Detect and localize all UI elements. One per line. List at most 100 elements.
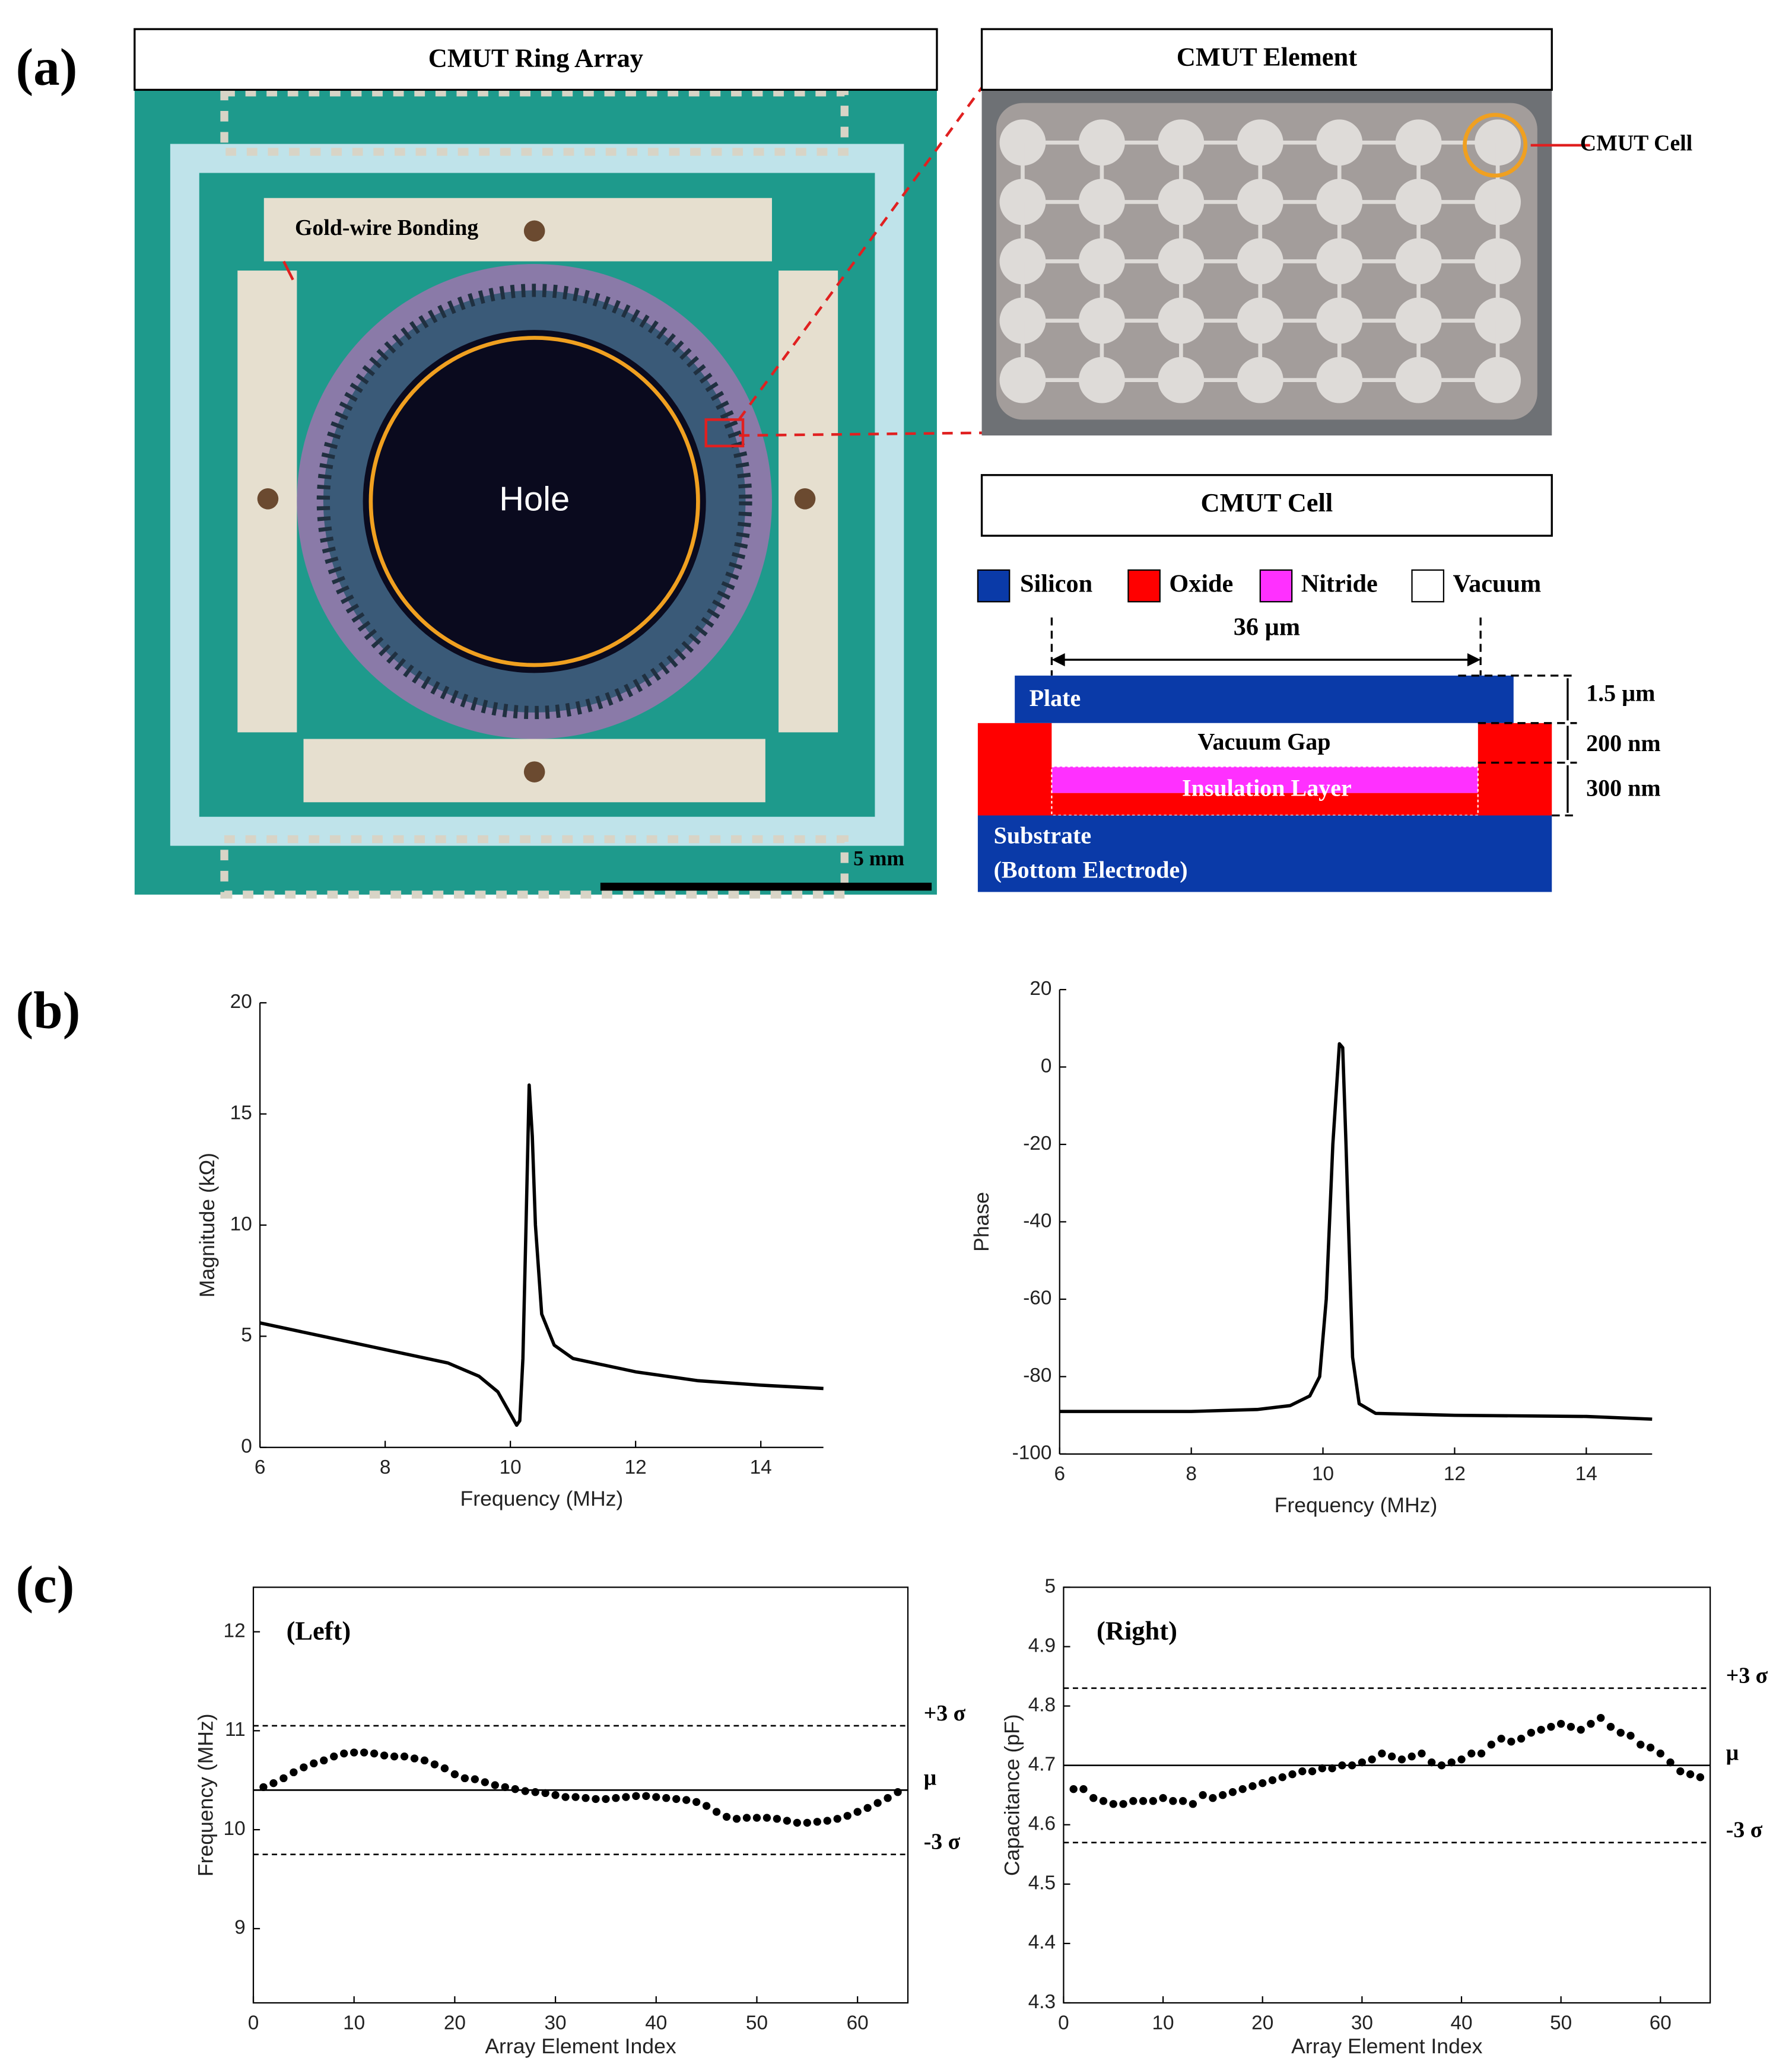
data-point (310, 1759, 318, 1768)
data-point (762, 1814, 771, 1822)
hole-label: Hole (499, 481, 570, 519)
data-point (390, 1753, 399, 1761)
annotation: (Right) (1097, 1616, 1177, 1646)
cell-cross-section (977, 617, 1577, 892)
data-point (1288, 1770, 1297, 1779)
data-point (1139, 1797, 1148, 1805)
x-tick-label: 8 (380, 1456, 391, 1478)
data-point (320, 1756, 328, 1765)
data-point (592, 1795, 600, 1804)
x-tick-label: 40 (1450, 2012, 1472, 2034)
layer-label: Insulation Layer (1182, 774, 1352, 801)
dimension-label: 36 µm (1234, 613, 1300, 641)
x-tick-label: 10 (1152, 2012, 1174, 2034)
data-point (1378, 1750, 1386, 1758)
x-tick-label: 10 (1312, 1463, 1334, 1485)
legend (977, 569, 1445, 603)
y-tick-label: 5 (241, 1324, 252, 1346)
x-tick-label: 30 (1351, 2012, 1373, 2034)
data-point (1209, 1794, 1217, 1802)
data-point (1069, 1785, 1078, 1793)
y-tick-label: 4.3 (1028, 1991, 1056, 2013)
y-tick-label: 10 (230, 1213, 252, 1235)
reference-label: +3 σ (1726, 1663, 1768, 1688)
data-point (571, 1793, 580, 1801)
data-point (1318, 1764, 1326, 1773)
data-point (1218, 1791, 1227, 1799)
data-point (1268, 1776, 1277, 1785)
data-point (1616, 1728, 1625, 1737)
data-point (430, 1760, 439, 1769)
reference-label: +3 σ (924, 1701, 966, 1726)
data-point (370, 1750, 379, 1758)
data-point (702, 1802, 711, 1810)
title-box (980, 474, 1553, 537)
data-point (330, 1753, 338, 1761)
data-point (1248, 1782, 1257, 1790)
y-axis-label: Capacitance (pF) (1000, 1714, 1024, 1876)
x-tick-label: 6 (1054, 1463, 1065, 1485)
y-tick-label: 20 (230, 991, 252, 1013)
data-point (672, 1795, 681, 1804)
reference-label: -3 σ (1726, 1818, 1763, 1843)
x-tick-label: 14 (750, 1456, 772, 1478)
data-point (521, 1787, 529, 1795)
ring-photo (134, 88, 937, 899)
data-point (1457, 1755, 1466, 1764)
data-point (269, 1779, 278, 1788)
y-tick-label: 10 (224, 1818, 246, 1840)
data-point (722, 1812, 731, 1821)
layer-label: Plate (1030, 685, 1081, 711)
data-point (1537, 1725, 1545, 1734)
data-point (1556, 1719, 1565, 1728)
x-tick-label: 6 (255, 1456, 266, 1478)
data-point (1666, 1758, 1675, 1767)
data-point (1428, 1758, 1436, 1767)
data-point (642, 1792, 650, 1801)
data-point (1338, 1761, 1346, 1770)
data-point (732, 1815, 741, 1823)
panel-label: (b) (16, 982, 81, 1040)
x-tick-label: 0 (1058, 2012, 1069, 2034)
element-title: CMUT Element (1177, 42, 1357, 71)
data-point (1149, 1797, 1157, 1805)
x-tick-label: 50 (1550, 2012, 1572, 2034)
data-point (471, 1775, 479, 1783)
data-point (1178, 1797, 1187, 1805)
y-tick-label: 4.4 (1028, 1932, 1056, 1954)
data-point (1358, 1758, 1367, 1767)
dimension-label: 1.5 µm (1586, 679, 1655, 706)
y-tick-label: 20 (1030, 978, 1051, 1000)
data-point (501, 1783, 509, 1792)
data-point (1477, 1750, 1486, 1758)
data-point (1606, 1722, 1615, 1731)
data-point (1418, 1750, 1426, 1758)
x-tick-label: 40 (645, 2012, 667, 2034)
data-point (300, 1763, 308, 1771)
data-point (1686, 1770, 1695, 1779)
y-tick-label: 5 (1045, 1575, 1056, 1597)
x-tick-label: 10 (500, 1456, 522, 1478)
data-point (1129, 1797, 1138, 1805)
data-point (1079, 1785, 1088, 1793)
y-tick-label: 4.8 (1028, 1694, 1056, 1716)
y-tick-label: 0 (241, 1436, 252, 1458)
x-tick-label: 60 (847, 2012, 869, 2034)
data-point (1437, 1761, 1446, 1770)
x-tick-label: 30 (545, 2012, 567, 2034)
data-point (1637, 1740, 1645, 1749)
y-tick-label: -60 (1023, 1287, 1051, 1309)
data-point (561, 1793, 570, 1801)
legend-label: Oxide (1169, 570, 1233, 597)
x-tick-label: 20 (1251, 2012, 1273, 2034)
data-point (1238, 1785, 1247, 1793)
data-point (440, 1764, 449, 1773)
data-point (853, 1808, 862, 1816)
data-point (863, 1804, 872, 1812)
x-tick-label: 8 (1186, 1463, 1197, 1485)
legend-label: Nitride (1301, 570, 1378, 597)
zoom-line (738, 85, 984, 421)
data-point (612, 1794, 620, 1802)
data-point (773, 1815, 781, 1823)
data-point (1397, 1755, 1406, 1764)
